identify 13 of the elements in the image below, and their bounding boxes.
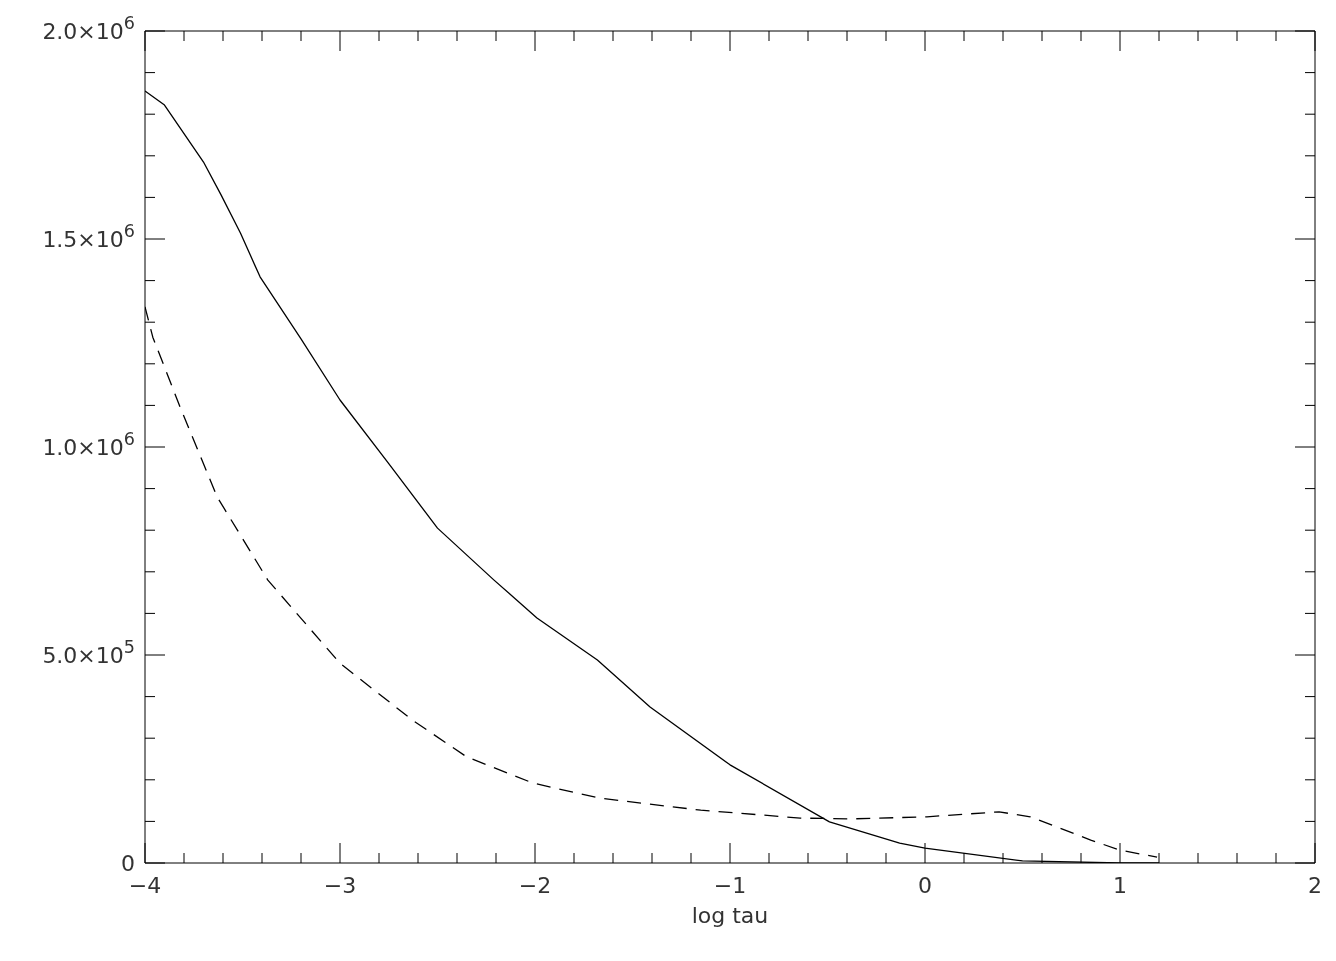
x-axis-title: log tau <box>691 903 769 928</box>
x-tick-label: −1 <box>713 873 747 898</box>
y-tick-label: 5.0×10$^{5}$ <box>42 637 135 668</box>
x-tick-label: 1 <box>1113 873 1127 898</box>
y-tick-label: 1.0×10$^{6}$ <box>42 429 135 460</box>
x-tick-label: −2 <box>518 873 552 898</box>
x-tick-label: −4 <box>128 873 162 898</box>
x-tick-label: 0 <box>918 873 932 898</box>
x-tick-label: −3 <box>323 873 357 898</box>
y-tick-label: 1.5×10$^{6}$ <box>42 221 135 252</box>
y-tick-label: 2.0×10$^{6}$ <box>42 13 135 44</box>
y-tick-label: 0 <box>121 851 135 876</box>
x-tick-label: 2 <box>1308 873 1322 898</box>
